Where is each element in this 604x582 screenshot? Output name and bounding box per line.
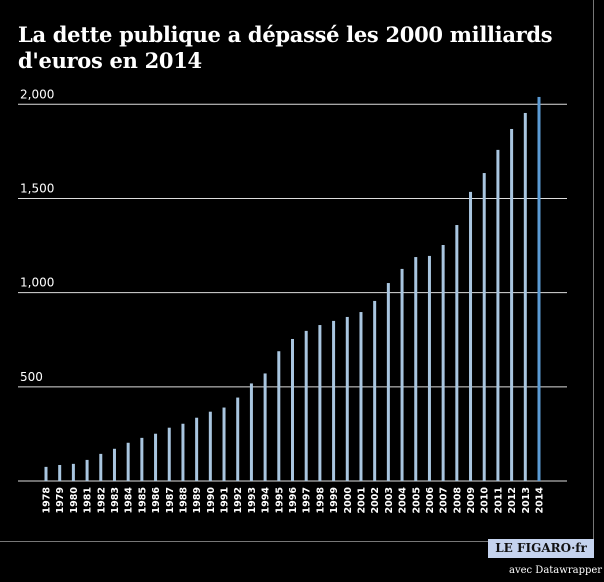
x-tick-label: 1989 <box>192 487 203 513</box>
y-tick-label: 500 <box>20 370 43 384</box>
x-tick-label: 2002 <box>370 487 381 513</box>
bar-2001 <box>359 312 363 481</box>
x-tick-label: 2011 <box>493 487 504 513</box>
bar-1990 <box>208 411 212 481</box>
bar-1988 <box>181 423 185 481</box>
y-tick-label: 2,000 <box>20 87 54 101</box>
bar-2012 <box>510 128 514 481</box>
bar-2003 <box>386 283 390 481</box>
x-tick-label: 2004 <box>398 487 409 514</box>
bar-1992 <box>236 397 240 481</box>
x-tick-label: 1980 <box>69 487 80 514</box>
bar-1986 <box>154 433 158 481</box>
bar-1989 <box>195 417 199 481</box>
bar-1983 <box>112 448 116 481</box>
x-tick-label: 1984 <box>124 487 135 514</box>
bar-1982 <box>99 453 103 481</box>
bar-1979 <box>58 464 62 481</box>
x-tick-label: 1994 <box>261 487 272 514</box>
x-tick-label: 1993 <box>247 487 258 513</box>
bar-1999 <box>332 320 336 481</box>
x-tick-label: 1995 <box>274 487 285 513</box>
bar-1998 <box>318 325 322 481</box>
x-tick-label: 2000 <box>343 487 354 514</box>
bar-2010 <box>482 173 486 482</box>
x-tick-label: 1998 <box>315 487 326 514</box>
bar-1996 <box>291 338 294 481</box>
x-tick-label: 1997 <box>302 487 313 513</box>
x-tick-label: 2013 <box>521 487 532 513</box>
x-tick-label: 1981 <box>83 487 94 513</box>
x-tick-label: 2005 <box>411 487 422 513</box>
bar-2013 <box>523 112 527 481</box>
y-tick-label: 1,500 <box>20 181 54 195</box>
chart-frame <box>0 0 594 542</box>
datawrapper-credit[interactable]: avec Datawrapper <box>509 565 603 576</box>
bar-1981 <box>85 459 89 481</box>
bar-1993 <box>249 383 253 481</box>
bar-2002 <box>373 300 377 481</box>
x-tick-label: 1978 <box>42 487 53 514</box>
bar-2007 <box>441 244 445 481</box>
x-tick-label: 2003 <box>384 487 395 513</box>
x-tick-label: 1987 <box>165 487 176 513</box>
bar-2009 <box>469 191 473 481</box>
x-tick-label: 1991 <box>220 487 231 513</box>
x-tick-label: 1990 <box>206 487 217 514</box>
bar-1987 <box>167 427 171 481</box>
bar-1997 <box>304 330 308 481</box>
chart-title: La dette publique a dépassé les 2000 mil… <box>18 22 553 73</box>
x-tick-label: 2010 <box>480 487 491 514</box>
bar-1995 <box>277 351 281 481</box>
bar-1984 <box>126 442 130 481</box>
x-tick-label: 1999 <box>329 487 340 513</box>
x-tick-label: 2007 <box>439 487 450 513</box>
bar-2011 <box>496 149 500 481</box>
bar-1980 <box>71 463 75 481</box>
x-tick-label: 2008 <box>452 487 463 514</box>
bar-1985 <box>140 437 144 481</box>
x-tick-label: 2001 <box>356 487 367 513</box>
bar-2004 <box>400 268 404 481</box>
x-tick-label: 1979 <box>55 487 66 513</box>
bar-2000 <box>345 316 349 481</box>
bar-2008 <box>455 225 459 481</box>
x-tick-label: 1985 <box>137 487 148 513</box>
x-tick-label: 1992 <box>233 487 244 513</box>
bar-1978 <box>44 466 48 481</box>
x-tick-label: 2012 <box>507 487 518 513</box>
bar-1994 <box>263 373 267 481</box>
x-tick-label: 1996 <box>288 487 299 514</box>
le-figaro-logo[interactable]: LE FIGARO·fr <box>488 539 594 558</box>
bar-1991 <box>222 407 226 481</box>
x-tick-label: 1982 <box>96 487 107 513</box>
bar-2006 <box>427 255 431 481</box>
x-tick-label: 1983 <box>110 487 121 513</box>
x-tick-label: 2006 <box>425 487 436 514</box>
x-tick-label: 1988 <box>178 487 189 514</box>
bar-2014 <box>537 96 541 482</box>
bar-2005 <box>414 257 418 481</box>
y-tick-label: 1,000 <box>20 276 54 290</box>
x-tick-label: 2014 <box>535 487 546 514</box>
x-tick-label: 1986 <box>151 487 162 514</box>
x-tick-label: 2009 <box>466 487 477 513</box>
